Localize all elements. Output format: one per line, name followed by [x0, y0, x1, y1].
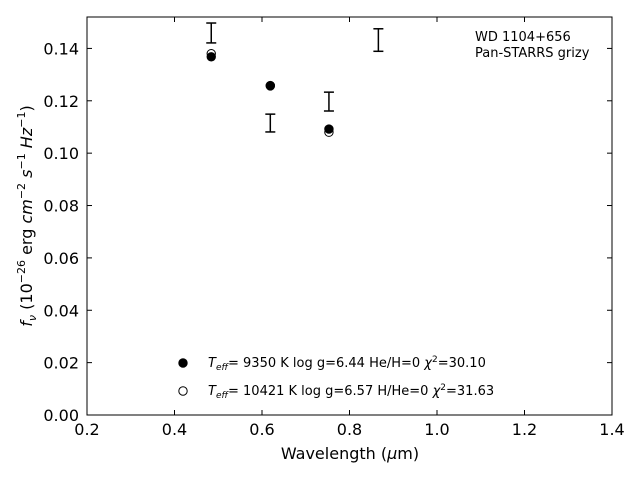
x-tick-label: 1.0	[424, 420, 449, 439]
plot-frame	[86, 16, 613, 416]
y-tick-label: 0.10	[43, 144, 79, 163]
model-points	[206, 48, 334, 137]
y-tick-label: 0.14	[43, 39, 79, 58]
x-tick-label: 1.4	[599, 420, 624, 439]
legend-marker-open	[178, 386, 188, 396]
x-tick-label: 0.4	[162, 420, 187, 439]
x-tick-label: 0.6	[249, 420, 274, 439]
annotation-survey: Pan-STARRS grizy	[475, 46, 590, 61]
x-tick-label: 1.2	[512, 420, 537, 439]
y-tick-label: 0.02	[43, 354, 79, 373]
y-tick-label: 0.12	[43, 92, 79, 111]
axis-ticks: 0.2 0.4 0.6 0.8 1.0 1.2 1.4 0.00 0.02 0.04 0.06 0.0…	[43, 17, 625, 439]
legend-entry-2: Teff= 10421 K log g=6.57 H/He=0 χ2=31.63	[208, 383, 494, 401]
legend: Teff= 9350 K log g=6.44 He/H=0 χ2=30.10 …	[178, 355, 494, 401]
x-axis-label: Wavelength (μm)	[281, 444, 419, 463]
error-bars	[206, 22, 384, 133]
model-point-filled	[206, 52, 216, 62]
model-point-open	[206, 48, 216, 59]
y-tick-label: 0.08	[43, 197, 79, 216]
legend-marker-filled	[178, 358, 188, 368]
model-point-filled	[324, 124, 334, 134]
y-tick-label: 0.04	[43, 301, 79, 320]
x-tick-label: 0.2	[74, 420, 99, 439]
annotation-object: WD 1104+656	[475, 30, 571, 45]
model-point-open	[324, 127, 334, 137]
y-tick-label: 0.00	[43, 406, 79, 425]
y-axis-label: fν (10−26 erg cm−2 s−1 Hz−1)	[15, 105, 39, 326]
legend-entry-1: Teff= 9350 K log g=6.44 He/H=0 χ2=30.10	[208, 355, 486, 373]
x-tick-label: 0.8	[337, 420, 362, 439]
y-tick-label: 0.06	[43, 249, 79, 268]
model-point-open	[265, 81, 276, 91]
